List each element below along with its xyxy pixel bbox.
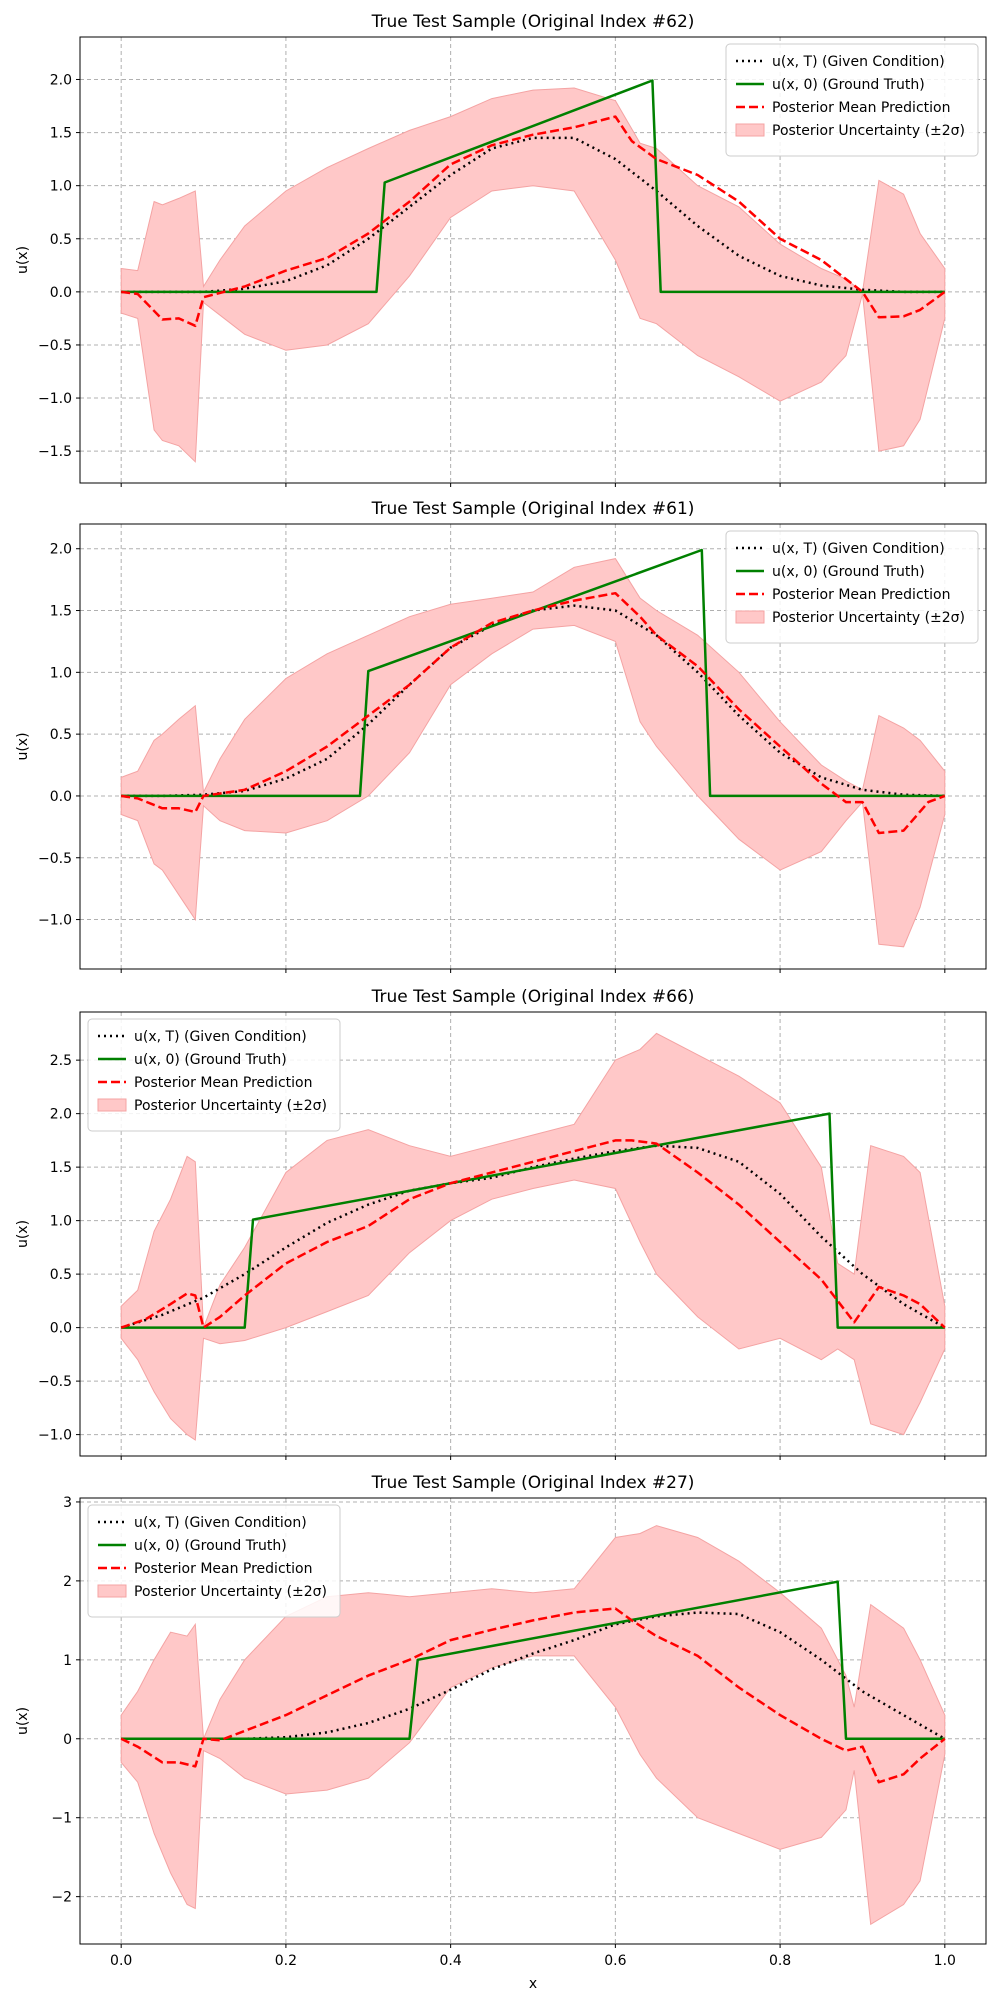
posterior-mean-line (120, 1607, 946, 1784)
x-tick-label: 0.6 (604, 1953, 626, 1969)
y-tick-label: −0.5 (38, 1374, 72, 1390)
uncertainty-band (120, 87, 946, 463)
posterior-mean-line (120, 1139, 946, 1329)
y-tick-label: 2.0 (50, 542, 72, 558)
legend-label-band: Posterior Uncertainty (±2σ) (134, 1584, 327, 1600)
y-tick-label: 1.0 (50, 665, 72, 681)
legend: u(x, T) (Given Condition) u(x, 0) (Ground… (725, 43, 979, 157)
uncertainty-band (120, 1032, 946, 1441)
axes-frame (79, 36, 987, 484)
legend-label-ground-truth: u(x, 0) (Ground Truth) (134, 1538, 287, 1554)
legend-label-ground-truth: u(x, 0) (Ground Truth) (134, 1052, 287, 1068)
ground-truth-line (121, 79, 945, 294)
legend-label-mean: Posterior Mean Prediction (134, 1075, 312, 1091)
y-tick-label: 2.0 (50, 1107, 72, 1123)
ground-truth-line (121, 1580, 945, 1741)
y-tick-label: 0.5 (50, 727, 72, 743)
y-tick-label: 0.0 (50, 1321, 72, 1337)
plot-area (120, 1032, 946, 1441)
chart-panel-2: True Test Sample (Original Index #61) −1.… (15, 499, 987, 973)
chart-title: True Test Sample (Original Index #61) (371, 499, 695, 519)
y-tick-label: 1.0 (50, 179, 72, 195)
y-axis-label: u(x) (15, 246, 31, 274)
legend-label-condition: u(x, T) (Given Condition) (772, 54, 945, 70)
x-tick-label: 0.4 (440, 1953, 462, 1969)
legend-box (87, 1018, 341, 1132)
plot-area (120, 548, 946, 948)
y-tick-label: 1.5 (50, 604, 72, 620)
y-axis-label: u(x) (15, 1707, 31, 1735)
ground-truth-line (121, 548, 945, 798)
legend-label-band: Posterior Uncertainty (±2σ) (772, 610, 965, 626)
legend-label-mean: Posterior Mean Prediction (772, 100, 950, 116)
legend-box (87, 1504, 341, 1618)
chart-title: True Test Sample (Original Index #62) (371, 12, 695, 32)
condition-line (120, 1144, 946, 1329)
y-tick-label: 0.5 (50, 232, 72, 248)
y-tick-label: −1.0 (38, 391, 72, 407)
legend-label-ground-truth: u(x, 0) (Ground Truth) (772, 77, 925, 93)
y-tick-label: 2.0 (50, 72, 72, 88)
x-axis-label: x (529, 1976, 537, 1992)
y-tick-label: 1.5 (50, 126, 72, 142)
y-tick-label: 2 (63, 1574, 72, 1590)
x-tick-label: 1.0 (934, 1953, 956, 1969)
legend-swatch-band (97, 1098, 127, 1112)
y-tick-label: 0.0 (50, 789, 72, 805)
x-tick-label: 0.8 (769, 1953, 791, 1969)
axes-frame (79, 1497, 987, 1945)
y-tick-label: 1.5 (50, 1160, 72, 1176)
y-tick-label: 0.0 (50, 285, 72, 301)
y-tick-label: 0 (63, 1732, 72, 1748)
legend-label-band: Posterior Uncertainty (±2σ) (134, 1098, 327, 1114)
y-axis-label: u(x) (15, 1220, 31, 1248)
legend-box (725, 43, 979, 157)
y-tick-label: 1 (63, 1653, 72, 1669)
legend-swatch-band (97, 1584, 127, 1598)
legend-label-mean: Posterior Mean Prediction (134, 1561, 312, 1577)
chart-title: True Test Sample (Original Index #27) (371, 1473, 695, 1493)
axes-frame (79, 1011, 987, 1457)
legend-label-band: Posterior Uncertainty (±2σ) (772, 123, 965, 139)
y-tick-label: 1.0 (50, 1214, 72, 1230)
axes-frame (79, 523, 987, 970)
legend-label-ground-truth: u(x, 0) (Ground Truth) (772, 564, 925, 580)
chart-panel-1: True Test Sample (Original Index #62) −1.… (15, 12, 987, 487)
y-tick-label: −2 (51, 1890, 72, 1906)
y-tick-label: −0.5 (38, 851, 72, 867)
chart-title: True Test Sample (Original Index #66) (371, 987, 695, 1007)
y-tick-label: 2.5 (50, 1053, 72, 1069)
uncertainty-band (120, 558, 946, 948)
y-tick-label: −1.0 (38, 1428, 72, 1444)
legend-label-condition: u(x, T) (Given Condition) (134, 1029, 307, 1045)
y-axis-label: u(x) (15, 732, 31, 760)
legend-swatch-band (735, 610, 765, 624)
y-tick-label: −0.5 (38, 338, 72, 354)
legend: u(x, T) (Given Condition) u(x, 0) (Ground… (87, 1018, 341, 1132)
condition-line (121, 1611, 946, 1741)
y-tick-label: 0.5 (50, 1267, 72, 1283)
y-tick-label: −1 (51, 1811, 72, 1827)
legend-label-condition: u(x, T) (Given Condition) (134, 1515, 307, 1531)
x-tick-label: 0.0 (110, 1953, 132, 1969)
chart-panel-3: True Test Sample (Original Index #66) −1.… (15, 987, 987, 1460)
chart-panel-4: True Test Sample (Original Index #27) −2 −… (15, 1473, 987, 1992)
legend: u(x, T) (Given Condition) u(x, 0) (Ground… (87, 1504, 341, 1618)
ground-truth-line (121, 1112, 945, 1329)
y-tick-label: −1.5 (38, 444, 72, 460)
legend-swatch-band (735, 123, 765, 137)
y-tick-label: 3 (63, 1495, 72, 1511)
posterior-mean-line (121, 115, 946, 328)
x-tick-label: 0.2 (275, 1953, 297, 1969)
legend: u(x, T) (Given Condition) u(x, 0) (Ground… (725, 530, 979, 644)
legend-box (725, 530, 979, 644)
legend-label-mean: Posterior Mean Prediction (772, 587, 950, 603)
plot-area (120, 79, 946, 463)
legend-label-condition: u(x, T) (Given Condition) (772, 541, 945, 557)
y-tick-label: −1.0 (38, 913, 72, 929)
